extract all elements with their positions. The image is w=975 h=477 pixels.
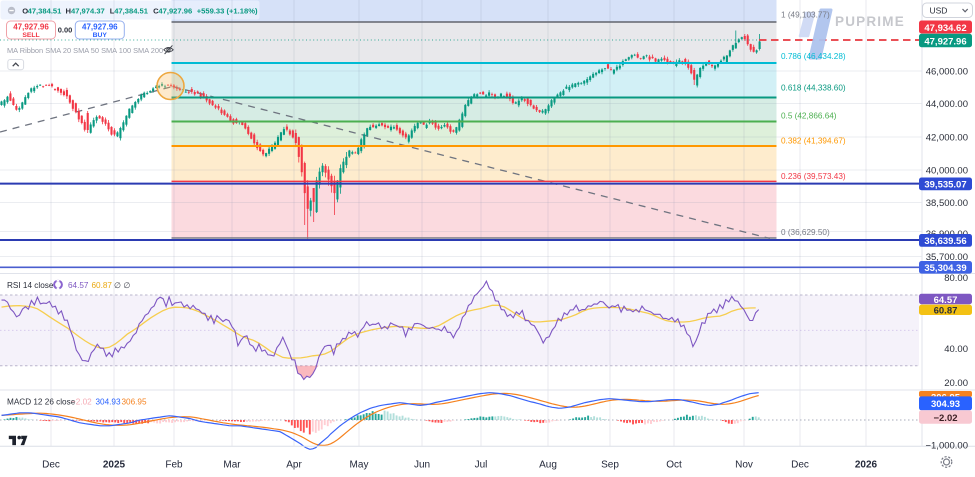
svg-text:−2.02: −2.02 <box>71 398 92 407</box>
svg-text:BUY: BUY <box>93 32 108 39</box>
svg-text:47,974.37: 47,974.37 <box>71 7 105 16</box>
svg-text:0.618 (44,338.60): 0.618 (44,338.60) <box>781 84 846 93</box>
svg-text:35,700.00: 35,700.00 <box>926 252 968 263</box>
svg-text:39,535.07: 39,535.07 <box>924 180 966 191</box>
svg-text:47,384.51: 47,384.51 <box>28 7 63 16</box>
svg-text:0 (36,629.50): 0 (36,629.50) <box>781 228 830 237</box>
svg-text:47,927.96: 47,927.96 <box>13 23 49 32</box>
svg-text:0.00: 0.00 <box>58 26 73 35</box>
svg-text:H: H <box>66 7 71 16</box>
svg-text:42,000.00: 42,000.00 <box>926 133 968 144</box>
svg-text:MA Ribbon SMA 20 SMA 50 SMA 10: MA Ribbon SMA 20 SMA 50 SMA 100 SMA 200 <box>7 46 163 55</box>
svg-text:PUPRIME: PUPRIME <box>835 14 905 29</box>
svg-text:+559.33 (+1.18%): +559.33 (+1.18%) <box>197 7 258 16</box>
svg-text:May: May <box>350 460 369 471</box>
svg-text:47,927.96: 47,927.96 <box>82 23 118 32</box>
svg-text:44,000.00: 44,000.00 <box>926 99 968 110</box>
svg-text:38,500.00: 38,500.00 <box>926 198 968 209</box>
svg-text:2025: 2025 <box>103 460 126 471</box>
svg-text:60.87: 60.87 <box>934 306 958 317</box>
svg-text:47,927.96: 47,927.96 <box>158 7 192 16</box>
svg-text:Jul: Jul <box>475 460 488 471</box>
svg-text:0.382 (41,394.67): 0.382 (41,394.67) <box>781 137 846 146</box>
svg-text:64.57: 64.57 <box>68 281 89 290</box>
svg-text:Dec: Dec <box>791 460 809 471</box>
svg-text:∅ ∅: ∅ ∅ <box>114 281 131 290</box>
svg-text:Apr: Apr <box>286 460 302 471</box>
svg-text:36,639.56: 36,639.56 <box>924 236 966 247</box>
svg-text:35,304.39: 35,304.39 <box>924 263 966 274</box>
svg-text:304.93: 304.93 <box>931 399 960 410</box>
svg-text:0.5 (42,866.64): 0.5 (42,866.64) <box>781 112 837 121</box>
svg-text:L: L <box>110 7 115 16</box>
svg-text:−1,000.00: −1,000.00 <box>925 441 968 452</box>
svg-text:306.95: 306.95 <box>122 398 147 407</box>
svg-text:Sep: Sep <box>601 460 619 471</box>
svg-text:Dec: Dec <box>42 460 60 471</box>
svg-text:MACD 12 26 close: MACD 12 26 close <box>7 398 76 407</box>
svg-text:Aug: Aug <box>539 460 557 471</box>
svg-text:Jun: Jun <box>414 460 430 471</box>
svg-text:USD: USD <box>930 6 948 16</box>
svg-text:C: C <box>153 7 159 16</box>
svg-text:1 (49,103.77): 1 (49,103.77) <box>781 10 830 19</box>
svg-text:Mar: Mar <box>223 460 241 471</box>
svg-text:60.87: 60.87 <box>92 281 113 290</box>
svg-text:Nov: Nov <box>735 460 753 471</box>
svg-text:80.00: 80.00 <box>944 273 968 284</box>
svg-text:Feb: Feb <box>165 460 183 471</box>
svg-text:47,934.62: 47,934.62 <box>924 23 966 34</box>
svg-text:SELL: SELL <box>22 32 39 39</box>
svg-text:64.57: 64.57 <box>934 295 958 306</box>
svg-text:304.93: 304.93 <box>96 398 121 407</box>
svg-text:RSI 14 close: RSI 14 close <box>7 281 54 290</box>
svg-text:20.00: 20.00 <box>944 378 968 389</box>
svg-text:47,384.51: 47,384.51 <box>114 7 149 16</box>
svg-text:Oct: Oct <box>666 460 682 471</box>
svg-text:47,927.96: 47,927.96 <box>924 36 966 47</box>
svg-text:46,000.00: 46,000.00 <box>926 67 968 78</box>
svg-text:0.786 (46,434.28): 0.786 (46,434.28) <box>781 52 846 61</box>
svg-text:40,000.00: 40,000.00 <box>926 166 968 177</box>
svg-text:O: O <box>22 7 28 16</box>
svg-text:0.236 (39,573.43): 0.236 (39,573.43) <box>781 172 846 181</box>
svg-text:−2.02: −2.02 <box>933 413 957 424</box>
svg-text:2026: 2026 <box>855 460 878 471</box>
svg-text:40.00: 40.00 <box>944 344 968 355</box>
